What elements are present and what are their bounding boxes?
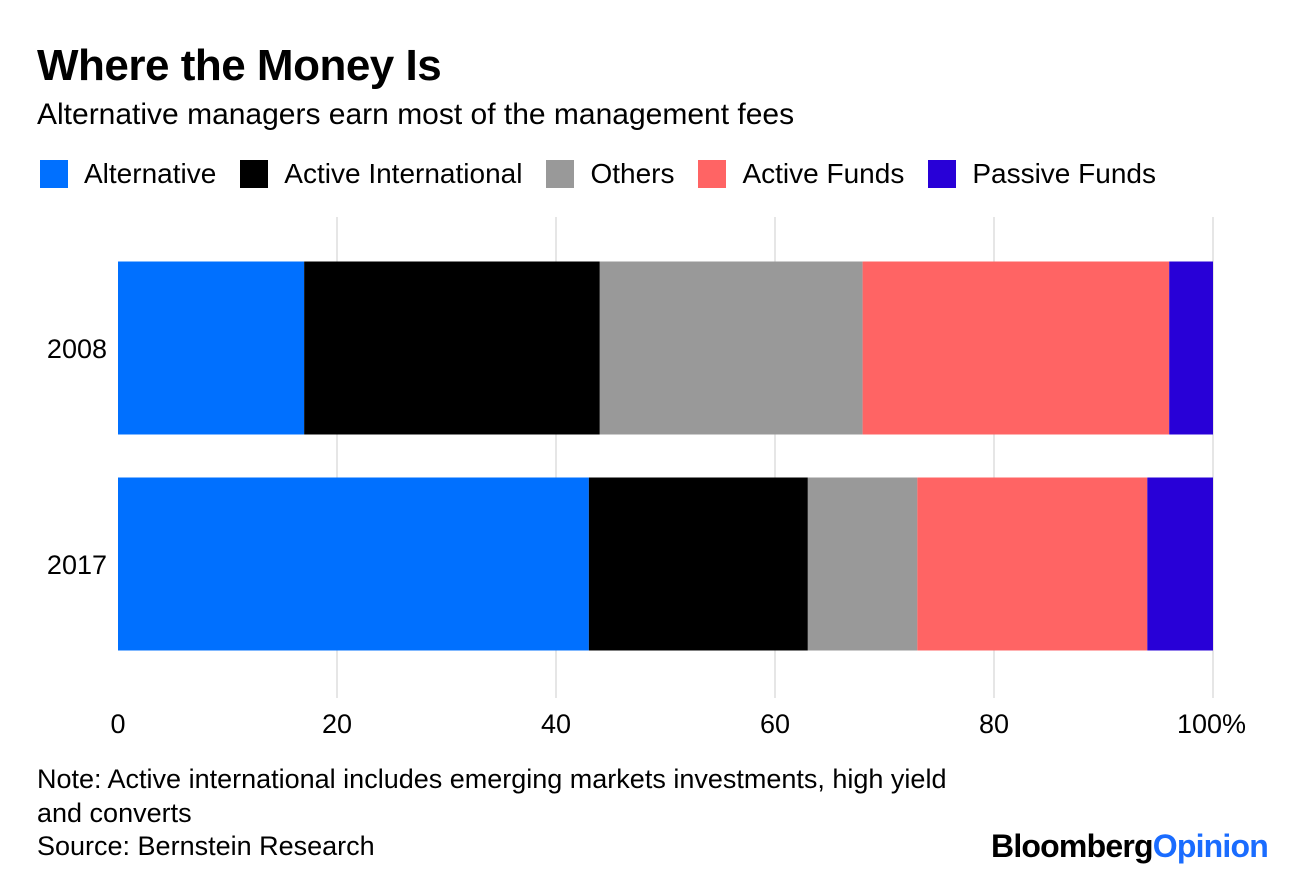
legend-item-passive-funds: Passive Funds (928, 158, 1156, 190)
legend-item-active-international: Active International (240, 158, 522, 190)
legend-swatch (928, 160, 957, 188)
legend-item-alternative: Alternative (40, 158, 216, 190)
legend-label: Active Funds (742, 158, 905, 189)
legend-label: Alternative (84, 158, 217, 189)
x-tick-label: 80 (979, 709, 1009, 739)
chart-subtitle: Alternative managers earn most of the ma… (37, 98, 795, 131)
chart-source: Source: Bernstein Research (37, 831, 375, 861)
legend: Alternative Active International Others Act… (40, 156, 1180, 192)
bar-2017-active-funds (917, 477, 1148, 651)
legend-label: Passive Funds (972, 158, 1156, 189)
x-tick-label: 20 (322, 709, 352, 739)
legend-swatch (698, 160, 727, 188)
y-tick-label: 2008 (47, 334, 107, 364)
bar-2017-others (807, 477, 918, 651)
x-tick-label: 60 (760, 709, 790, 739)
bar-2008-others (599, 261, 863, 435)
chart-title: Where the Money Is (37, 41, 442, 90)
y-tick-label: 2017 (47, 550, 107, 580)
bar-2008-active-international (304, 261, 600, 435)
legend-label: Active International (284, 158, 523, 189)
bar-2008-active-funds (862, 261, 1170, 435)
legend-swatch (546, 160, 575, 188)
legend-item-active-funds: Active Funds (698, 158, 904, 190)
legend-label: Others (590, 158, 675, 189)
x-tick-label: 0 (110, 709, 125, 739)
brand-logo: BloombergOpinion (991, 826, 1269, 866)
chart-note: Note: Active international includes emer… (37, 764, 947, 828)
bar-2017-passive-funds (1147, 477, 1213, 651)
brand-part-bloomberg: Bloomberg (991, 828, 1154, 864)
brand-part-opinion: Opinion (1152, 828, 1269, 864)
x-tick-label: 40 (541, 709, 571, 739)
legend-swatch (40, 160, 68, 188)
legend-swatch (240, 160, 269, 188)
x-tick-label: 100% (1177, 709, 1246, 739)
legend-item-others: Others (546, 158, 674, 190)
bar-2017-alternative (118, 477, 589, 651)
bar-2017-active-international (588, 477, 808, 651)
bar-2008-passive-funds (1169, 261, 1213, 435)
bar-2008-alternative (118, 261, 305, 435)
